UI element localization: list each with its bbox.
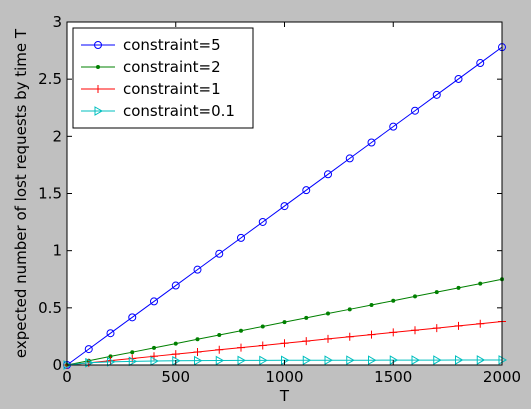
data-point	[259, 355, 268, 366]
data-point	[432, 90, 441, 99]
data-point	[324, 355, 334, 366]
data-point	[391, 298, 396, 303]
data-point	[478, 281, 483, 286]
series-layer	[63, 43, 508, 370]
data-point	[194, 355, 203, 366]
y-tick-label: 3	[52, 13, 62, 31]
data-point	[389, 328, 398, 337]
y-tick-label: 0	[52, 356, 62, 374]
data-point	[128, 313, 137, 322]
data-point	[128, 356, 138, 367]
data-point	[324, 170, 332, 179]
data-point	[367, 330, 376, 339]
legend-marker	[94, 85, 102, 93]
data-point	[302, 355, 312, 366]
data-point	[108, 354, 113, 359]
data-point	[280, 202, 289, 211]
data-point	[368, 355, 377, 366]
data-point	[369, 302, 374, 307]
data-point	[347, 307, 352, 312]
legend-label: constraint=2	[123, 58, 221, 76]
data-point	[345, 154, 354, 163]
data-point	[302, 186, 311, 195]
data-point	[345, 332, 354, 341]
data-point	[280, 339, 289, 348]
data-point	[476, 355, 486, 365]
data-point	[411, 355, 421, 365]
data-point	[367, 138, 376, 147]
data-point	[260, 324, 265, 329]
series-1	[65, 277, 504, 367]
x-tick-label: 0	[62, 368, 72, 386]
data-point	[282, 320, 287, 325]
data-point	[237, 355, 247, 366]
data-point	[432, 324, 441, 333]
data-point	[239, 328, 243, 333]
y-axis-label: expected number of lost requests by time…	[12, 28, 30, 358]
legend-label: constraint=5	[123, 36, 221, 54]
data-point	[346, 355, 355, 366]
legend-entry: constraint=5	[81, 36, 221, 54]
legend-entry: constraint=2	[81, 58, 221, 76]
y-tick-label: 1.5	[38, 185, 62, 203]
data-point	[454, 74, 463, 83]
data-point	[411, 326, 419, 335]
y-tick-label: 2	[52, 127, 62, 145]
data-point	[215, 249, 224, 258]
data-point	[84, 345, 93, 354]
data-point	[433, 355, 442, 365]
data-point	[455, 355, 464, 365]
y-tick-label: 2.5	[38, 70, 62, 88]
y-tick-label: 1	[52, 242, 62, 260]
data-point	[302, 337, 311, 346]
data-point	[389, 122, 398, 131]
data-point	[171, 281, 180, 290]
y-tick-label: 0.5	[38, 299, 62, 317]
legend-entry: constraint=1	[81, 80, 221, 98]
data-point	[195, 337, 200, 342]
data-point	[107, 357, 116, 367]
data-point	[150, 297, 158, 306]
data-point	[476, 319, 485, 328]
data-point	[173, 341, 178, 346]
data-point	[411, 106, 419, 115]
x-tick-label: 1500	[374, 368, 412, 386]
x-tick-label: 500	[161, 368, 190, 386]
data-point	[193, 347, 202, 356]
x-tick-label: 2000	[483, 368, 521, 386]
data-point	[217, 333, 222, 338]
data-point	[106, 329, 115, 338]
data-point	[476, 59, 485, 68]
data-point	[193, 265, 202, 274]
data-point	[237, 343, 245, 352]
data-point	[413, 294, 417, 299]
data-point	[152, 345, 156, 350]
data-point	[215, 355, 225, 366]
data-point	[258, 341, 267, 350]
data-point	[130, 350, 135, 355]
data-point	[304, 315, 309, 320]
data-point	[150, 356, 160, 366]
data-point	[237, 233, 245, 242]
data-point	[171, 350, 180, 359]
data-point	[454, 321, 463, 330]
x-axis-label: T	[279, 387, 290, 405]
data-point	[326, 311, 330, 316]
data-point	[215, 345, 224, 354]
data-point	[456, 285, 461, 290]
legend-marker	[96, 65, 100, 69]
legend-marker	[94, 41, 102, 49]
data-point	[434, 290, 439, 295]
data-point	[258, 217, 267, 226]
legend-entry: constraint=0.1	[81, 102, 235, 120]
legend: constraint=5 constraint=2 constraint=1 cons…	[72, 27, 254, 129]
series-line	[66, 46, 503, 366]
legend-label: constraint=0.1	[123, 102, 235, 120]
legend-label: constraint=1	[123, 80, 221, 98]
x-tick-label: 1000	[265, 368, 303, 386]
data-point	[324, 334, 332, 343]
legend-marker	[94, 106, 104, 116]
tick-layer: 0 500 1000 1500 2000 0 0.5 1 1.5 2 2.5 3	[38, 13, 521, 386]
